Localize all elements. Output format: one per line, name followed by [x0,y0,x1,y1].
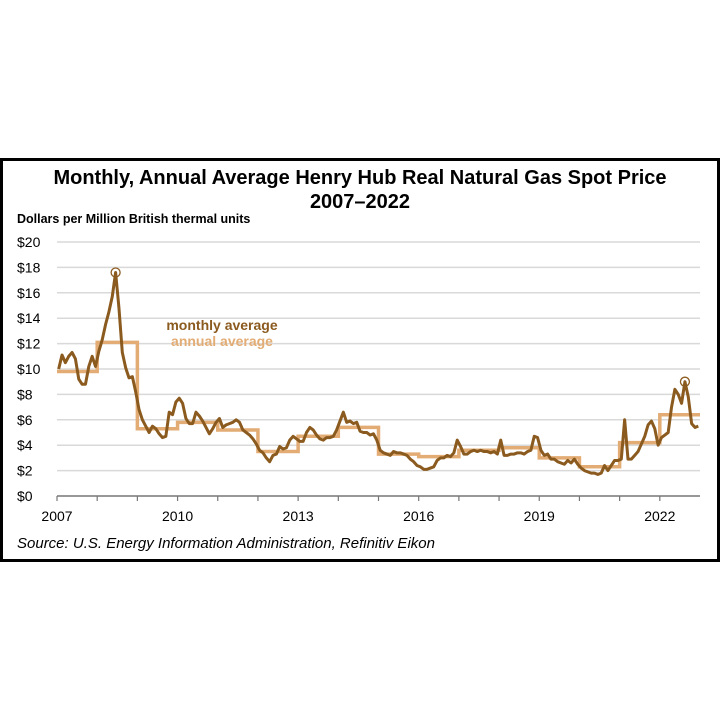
x-tick-label: 2013 [283,508,314,524]
y-tick-label: $14 [17,310,41,326]
y-tick-label: $0 [17,488,33,504]
peak-marker [110,267,121,278]
y-tick-label: $6 [17,412,33,428]
legend-annual-average: annual average [171,333,273,349]
peak-marker [679,376,691,387]
y-axis-label: Dollars per Million British thermal unit… [17,212,251,226]
series-monthly-average-line [57,270,699,476]
y-tick-label: $4 [17,437,33,453]
x-tick-label: 2016 [403,508,434,524]
x-tick-label: 2022 [644,508,675,524]
y-tick-label: $16 [17,285,41,301]
legend-monthly-average: monthly average [166,317,277,333]
source-note: Source: U.S. Energy Information Administ… [17,535,435,552]
y-tick-label: $8 [17,386,33,402]
x-tick-label: 2007 [41,508,72,524]
y-tick-label: $2 [17,463,33,479]
chart-title: Monthly, Annual Average Henry Hub Real N… [0,166,720,214]
chart-subtitle: 2007–2022 [309,191,411,213]
x-tick-label: 2019 [524,508,555,524]
y-tick-label: $18 [17,259,41,275]
chart-frame [0,158,720,562]
chart-title-main: Monthly, Annual Average Henry Hub Real N… [53,167,667,189]
x-tick-label: 2010 [162,508,193,524]
y-tick-label: $12 [17,336,41,352]
y-tick-label: $20 [17,234,41,250]
y-tick-label: $10 [17,361,41,377]
